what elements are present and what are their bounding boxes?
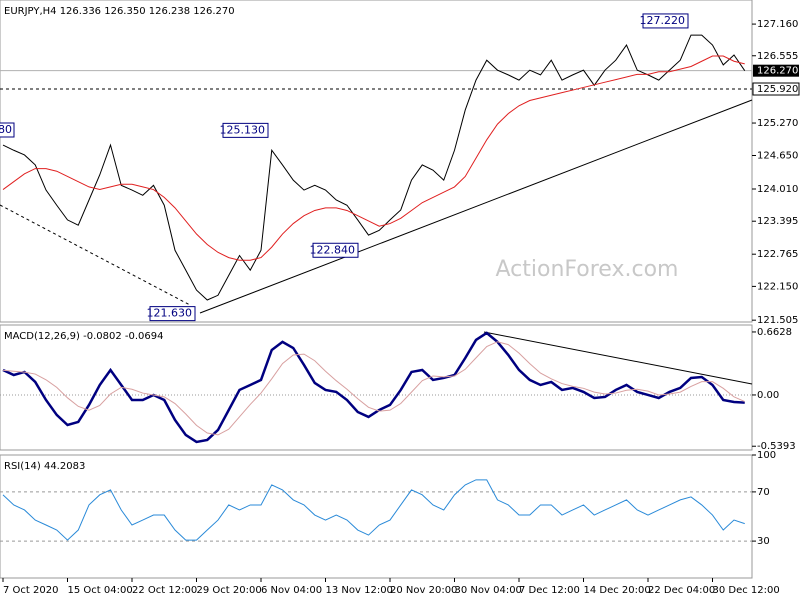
x-tick-label: 20 Nov 20:00 (390, 585, 457, 596)
annotation-label: 125.130 (220, 123, 266, 136)
x-tick-label: 30 Dec 12:00 (713, 585, 780, 596)
x-tick-label: 29 Oct 20:00 (197, 585, 262, 596)
trend-line (199, 99, 753, 314)
y-tick-label: 123.395 (757, 216, 798, 227)
panel-title: RSI(14) 44.2083 (4, 461, 85, 472)
annotation-label: 127.220 (640, 14, 686, 27)
series-line (2, 331, 745, 444)
macd-trend-line (483, 331, 753, 385)
annotation-box (0, 122, 15, 138)
y-tick-label: 0.6628 (757, 327, 792, 338)
y-tick-label: 0.00 (757, 390, 779, 401)
y-tick-label: 70 (757, 487, 770, 498)
y-tick-label: 122.765 (757, 249, 798, 260)
x-tick-label: 22 Dec 04:00 (648, 585, 715, 596)
rsi-panel (0, 454, 753, 579)
level-box (752, 82, 800, 96)
y-tick-label: 121.505 (757, 315, 798, 326)
x-tick-label: 15 Oct 04:00 (68, 585, 133, 596)
annotation-label: 121.630 (147, 307, 193, 320)
y-tick-label: 124.010 (757, 184, 798, 195)
y-tick-label: 122.150 (757, 281, 798, 292)
annotation-box (222, 122, 269, 138)
price-panel (0, 0, 753, 323)
y-tick-label: 30 (757, 536, 770, 547)
annotation-box (312, 242, 359, 258)
annotation-box (149, 306, 196, 322)
series-line (2, 34, 746, 301)
annotation-label: 80 (0, 123, 12, 136)
x-tick-label: 13 Nov 12:00 (326, 585, 393, 596)
macd-panel (0, 324, 753, 451)
last-price-box (753, 64, 799, 77)
y-tick-label: 125.270 (757, 118, 798, 129)
y-tick-label: 126.555 (757, 51, 798, 62)
x-tick-label: 30 Nov 04:00 (455, 585, 522, 596)
series-line (2, 341, 745, 436)
series-line (2, 55, 745, 261)
y-tick-label: 127.160 (757, 19, 798, 30)
series-line (2, 479, 745, 541)
panel-title: MACD(12,26,9) -0.0802 -0.0694 (4, 331, 164, 342)
x-tick-label: 22 Oct 12:00 (132, 585, 197, 596)
x-tick-label: 6 Nov 04:00 (261, 585, 322, 596)
x-tick-label: 7 Oct 2020 (3, 585, 58, 596)
panel-title: EURJPY,H4 126.336 126.350 126.238 126.27… (4, 6, 235, 17)
x-tick-label: 14 Dec 20:00 (584, 585, 651, 596)
last-price-label: 126.270 (757, 66, 798, 77)
annotation-label: 122.840 (310, 243, 356, 256)
level-label: 125.920 (757, 84, 798, 95)
y-tick-label: 100 (757, 450, 776, 461)
y-tick-label: -0.5393 (757, 441, 796, 452)
trend-line (0, 204, 191, 306)
x-tick-label: 7 Dec 12:00 (519, 585, 580, 596)
watermark: ActionForex.com (496, 257, 679, 282)
annotation-box (642, 13, 689, 29)
y-tick-label: 124.650 (757, 151, 798, 162)
